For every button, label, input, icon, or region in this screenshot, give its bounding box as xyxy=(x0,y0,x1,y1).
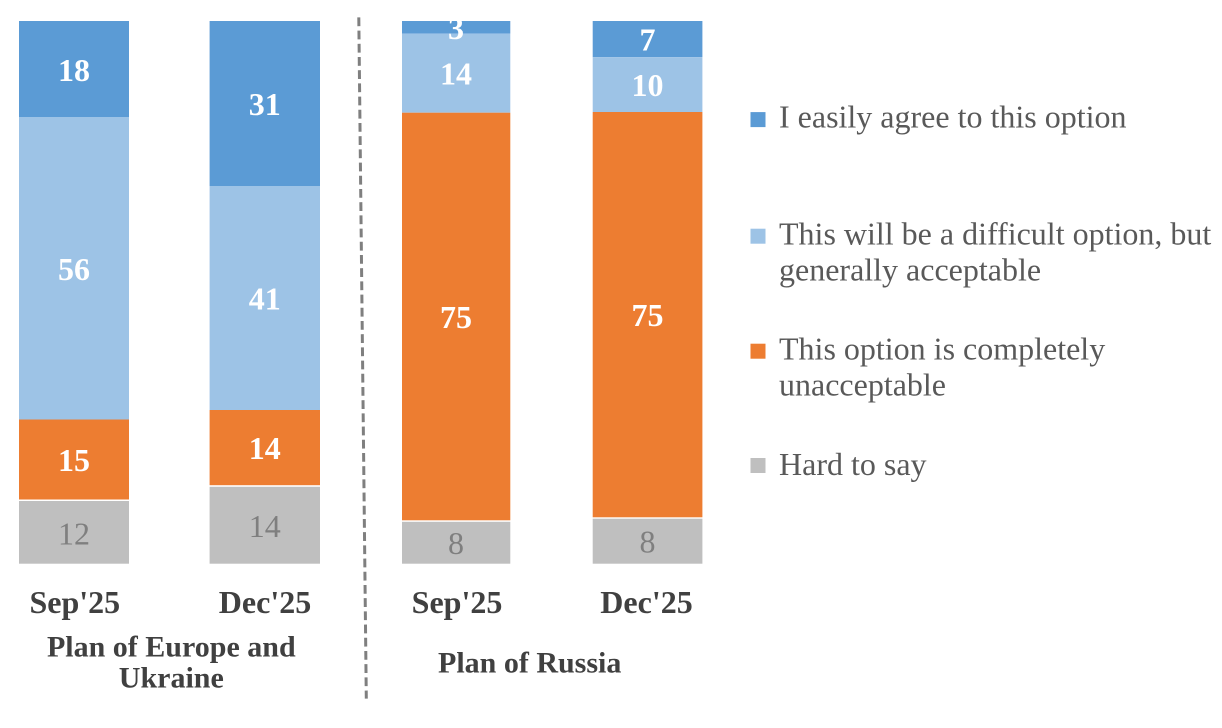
svg-text:Sep'25: Sep'25 xyxy=(29,584,120,620)
svg-text:unacceptable: unacceptable xyxy=(779,367,946,403)
svg-text:41: 41 xyxy=(249,281,281,317)
svg-text:This option is completely: This option is completely xyxy=(779,330,1105,366)
svg-text:Hard to say: Hard to say xyxy=(779,446,927,482)
svg-text:Sep'25: Sep'25 xyxy=(412,584,503,620)
svg-text:14: 14 xyxy=(440,56,472,92)
svg-text:8: 8 xyxy=(448,525,464,561)
svg-text:14: 14 xyxy=(249,508,281,544)
svg-text:Ukraine: Ukraine xyxy=(119,662,224,695)
svg-text:18: 18 xyxy=(58,52,90,88)
svg-text:Dec'25: Dec'25 xyxy=(219,584,311,620)
svg-text:31: 31 xyxy=(249,86,281,122)
svg-text:75: 75 xyxy=(440,299,472,335)
svg-text:Plan of Russia: Plan of Russia xyxy=(438,647,621,680)
svg-text:8: 8 xyxy=(640,524,656,560)
svg-text:10: 10 xyxy=(632,67,664,103)
svg-text:This will be a difficult optio: This will be a difficult option, but xyxy=(779,215,1211,251)
svg-text:Plan of Europe and: Plan of Europe and xyxy=(47,631,296,664)
svg-text:75: 75 xyxy=(632,297,664,333)
svg-text:I easily agree to this option: I easily agree to this option xyxy=(779,98,1126,134)
svg-text:15: 15 xyxy=(58,442,90,478)
svg-text:7: 7 xyxy=(640,22,656,58)
svg-text:generally acceptable: generally acceptable xyxy=(779,252,1041,288)
svg-text:Dec'25: Dec'25 xyxy=(600,584,692,620)
svg-text:3: 3 xyxy=(448,10,464,46)
svg-text:14: 14 xyxy=(249,430,281,466)
svg-text:56: 56 xyxy=(58,251,90,287)
svg-text:12: 12 xyxy=(58,515,90,551)
